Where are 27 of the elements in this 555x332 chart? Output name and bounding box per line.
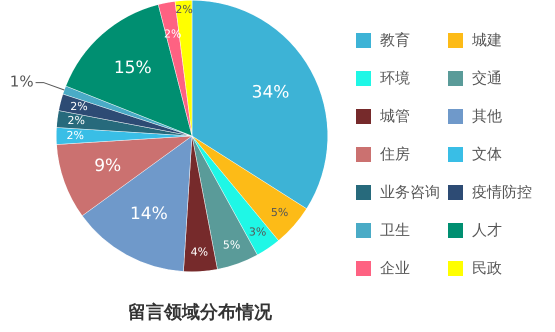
- data-label: 15%: [114, 58, 152, 78]
- legend-label: 环境: [380, 69, 410, 88]
- legend-label: 交通: [472, 69, 502, 88]
- data-label: 34%: [252, 82, 290, 102]
- legend-label: 文体: [472, 145, 502, 164]
- data-label: 2%: [67, 114, 85, 128]
- data-label: 3%: [248, 225, 266, 238]
- data-label: 9%: [94, 156, 122, 176]
- data-label: 1%: [10, 72, 34, 90]
- data-label: 4%: [190, 245, 208, 258]
- data-label: 2%: [70, 100, 88, 113]
- legend-label: 业务咨询: [380, 183, 440, 202]
- legend-label: 城建: [472, 31, 502, 50]
- legend-label: 民政: [472, 259, 502, 278]
- legend-label: 教育: [380, 31, 410, 50]
- data-label: 5%: [222, 238, 240, 252]
- legend-label: 卫生: [380, 221, 410, 240]
- data-label: 5%: [270, 206, 288, 220]
- legend-label: 其他: [472, 107, 502, 126]
- data-label: 2%: [66, 128, 84, 142]
- legend-label: 住房: [380, 145, 410, 164]
- data-label: 14%: [130, 204, 168, 224]
- text: 留言领域分布情况: [127, 301, 273, 324]
- legend-label: 企业: [380, 259, 410, 278]
- legend-label: 疫情防控: [472, 183, 532, 202]
- legend-label: 人才: [472, 221, 502, 240]
- legend-label: 城管: [380, 107, 410, 126]
